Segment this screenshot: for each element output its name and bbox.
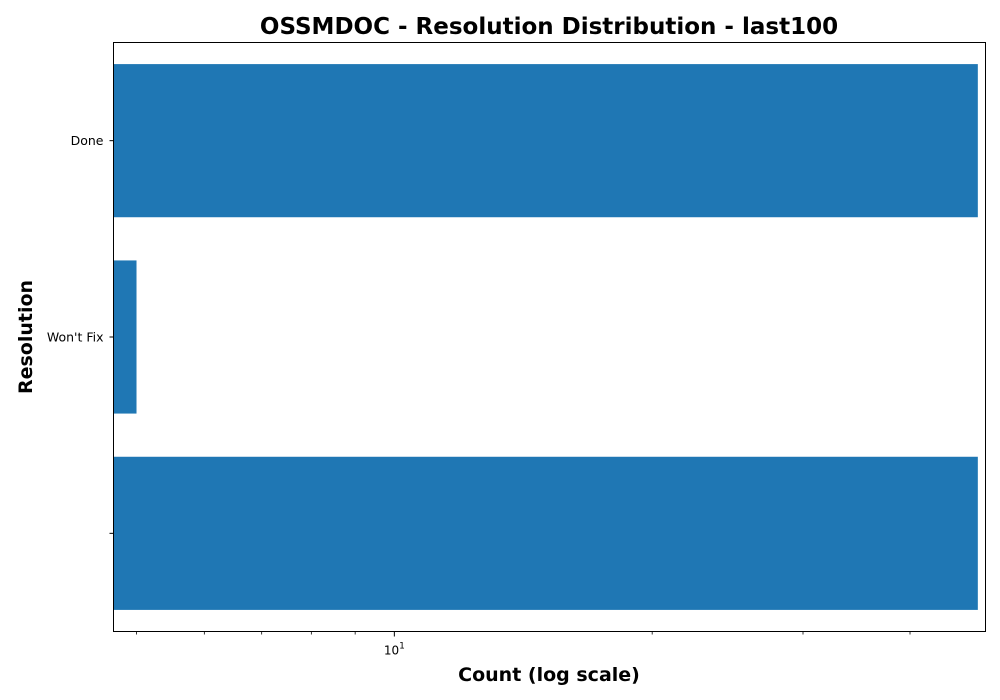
chart-title: OSSMDOC - Resolution Distribution - last… (260, 14, 838, 40)
x-tick-label: 101 (384, 642, 405, 658)
bar-3 (113, 456, 978, 610)
x-axis-ticks: 101 (136, 631, 911, 658)
y-axis-label: Resolution (15, 280, 37, 394)
plot-frame (113, 42, 986, 632)
bars-group (113, 64, 978, 610)
y-tick-label: Won't Fix (47, 330, 104, 345)
x-axis-label: Count (log scale) (458, 664, 640, 686)
bar-2 (113, 260, 137, 414)
y-tick-label: Done (71, 133, 104, 148)
bar-1 (113, 64, 978, 218)
y-axis-ticks: Done Won't Fix (47, 133, 114, 534)
